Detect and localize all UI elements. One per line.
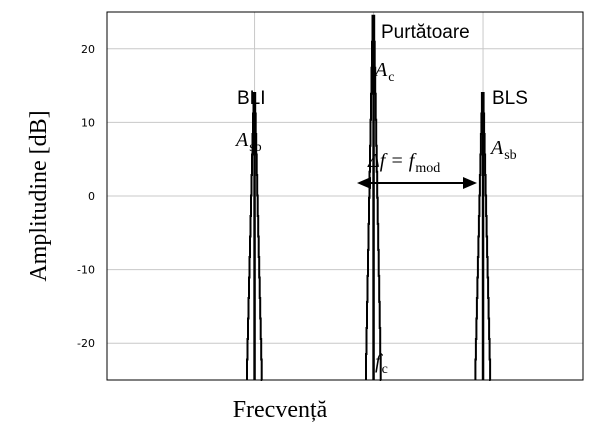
spectral-lines — [246, 14, 492, 381]
grid — [107, 12, 583, 380]
spectral-peak — [365, 14, 382, 381]
spectral-peak — [246, 92, 263, 381]
x-axis-title: Frecvență — [233, 397, 328, 423]
delta-f-label: Δf = fmod — [367, 150, 440, 176]
y-ticks: 20 10 0 -10 -20 — [77, 43, 95, 350]
y-tick-label: -10 — [77, 264, 95, 277]
bandwidth-arrow — [357, 177, 477, 189]
usb-label: BLS — [492, 88, 528, 109]
carrier-label: Purtătoare — [381, 22, 470, 43]
fc-label: fc — [375, 351, 388, 377]
y-axis-title: Amplitudine [dB] — [26, 110, 52, 281]
asb-right-label: Asb — [489, 137, 517, 163]
y-tick-label: -20 — [77, 337, 95, 350]
plot-frame — [106, 11, 584, 381]
y-tick-label: 10 — [81, 116, 95, 129]
spectral-peak — [474, 92, 492, 381]
lsb-label: BLI — [237, 88, 266, 109]
y-tick-label: 0 — [88, 190, 95, 203]
y-tick-label: 20 — [81, 43, 95, 56]
asb-left-label: Asb — [234, 129, 262, 155]
ac-label: Ac — [373, 59, 394, 85]
